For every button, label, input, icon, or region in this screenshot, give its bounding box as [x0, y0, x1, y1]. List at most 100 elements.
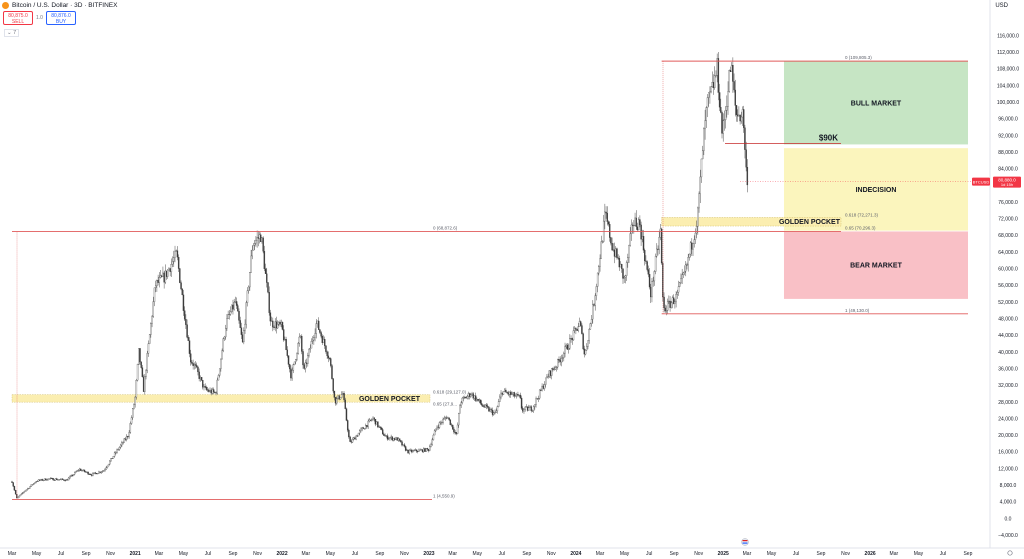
candle-body [744, 127, 746, 150]
candle-body [491, 409, 494, 415]
candle-body [46, 479, 48, 481]
indicators-toggle[interactable]: ⌄ 7 [4, 29, 20, 37]
candle-body [733, 81, 735, 91]
candle-body [368, 419, 371, 422]
candle-body [156, 280, 158, 287]
candle-body [130, 417, 133, 424]
candle-body [118, 447, 121, 450]
time-tick-label: Jul [940, 551, 946, 557]
candle-body [23, 491, 25, 493]
candle-body [354, 437, 356, 440]
candle-body [289, 364, 291, 370]
candle-body [134, 396, 136, 405]
candle-body [296, 353, 298, 360]
symbol-header[interactable]: Bitcoin / U.S. Dollar · 3D · BITFINEX [2, 2, 117, 9]
candle-body [348, 430, 350, 438]
candle-body [241, 334, 244, 343]
candle-body [577, 326, 580, 331]
candle-body [124, 438, 127, 440]
candle-body [687, 257, 689, 265]
candle-body [235, 301, 238, 306]
candle-body [528, 407, 530, 411]
candle-body [88, 473, 90, 475]
candle-body [391, 436, 394, 441]
level-label: 1 (49,130.0) [845, 308, 870, 313]
candle-body [522, 408, 524, 412]
candle-body [84, 471, 87, 473]
time-tick-label: Nov [400, 551, 409, 557]
candle-body [437, 426, 439, 428]
candle-body [612, 249, 615, 251]
candle-body [18, 495, 20, 498]
candle-body [622, 268, 624, 279]
candle-body [676, 291, 679, 295]
candle-body [260, 234, 262, 242]
candle-body [145, 370, 147, 377]
candle-body [43, 478, 46, 481]
price-tick-label: 0.0 [1005, 516, 1012, 522]
candle-body [14, 490, 17, 495]
time-tick-label: Mar [155, 551, 164, 557]
candle-body [37, 479, 40, 482]
price-tick-label: 28,000.0 [998, 400, 1018, 406]
candle-body [240, 327, 243, 335]
price-tick-label: 76,000.0 [998, 200, 1018, 206]
candle-body [745, 149, 747, 168]
candle-body [500, 392, 502, 398]
candle-body [136, 364, 139, 381]
candle-body [699, 176, 701, 194]
buy-button[interactable]: 80,876.0 BUY [46, 11, 76, 25]
candle-body [285, 339, 287, 351]
candle-body [728, 70, 730, 92]
candle-body [303, 364, 305, 369]
candle-body [453, 428, 455, 433]
candle-body [33, 483, 35, 485]
sell-button[interactable]: 80,875.0 SELL [3, 11, 33, 25]
candle-body [170, 264, 173, 272]
candle-body [328, 357, 331, 359]
candle-body [200, 377, 203, 381]
candle-body [64, 480, 66, 482]
currency-label[interactable]: USD [995, 3, 1008, 9]
candle-body [586, 346, 588, 351]
candle-body [511, 393, 513, 395]
candle-body [652, 280, 654, 282]
candle-body [386, 435, 389, 440]
candle-body [311, 339, 314, 342]
time-axis[interactable]: Mar May Jul Sep Nov 2021 Mar May Jul Sep Nov 2022 Ma… [0, 538, 1024, 558]
candle-body [47, 478, 49, 481]
candle-body [351, 439, 354, 443]
candle-body [278, 321, 280, 325]
candle-body [246, 290, 249, 303]
candle-body [543, 384, 546, 389]
candle-body [536, 398, 538, 400]
candle-body [651, 281, 653, 298]
candle-body [484, 404, 487, 408]
candle-body [307, 355, 309, 364]
candle-body [330, 358, 332, 366]
candle-body [107, 463, 110, 467]
candle-body [65, 479, 68, 481]
candle-body [158, 277, 161, 283]
candle-body [182, 294, 185, 311]
candle-body [100, 471, 103, 473]
candle-body [380, 427, 383, 430]
candle-body [617, 257, 619, 259]
flag-circle [741, 538, 749, 546]
candle-body [624, 275, 627, 278]
chevron-down-icon: ⌄ [7, 30, 12, 36]
candle-body [72, 474, 75, 476]
candle-body [525, 406, 528, 408]
candle-body [532, 406, 535, 411]
candle-body [59, 479, 61, 481]
candle-body [423, 448, 425, 452]
candle-body [619, 264, 622, 268]
candle-body [322, 339, 325, 343]
time-tick-label: May [179, 551, 189, 557]
candle-body [39, 479, 41, 481]
price-axis[interactable]: 116,000.0 112,000.0 108,000.0 104,000.0 100,… [989, 0, 1019, 548]
candle-body [609, 224, 611, 238]
candle-body [45, 478, 47, 481]
bitcoin-logo-icon [2, 2, 9, 9]
